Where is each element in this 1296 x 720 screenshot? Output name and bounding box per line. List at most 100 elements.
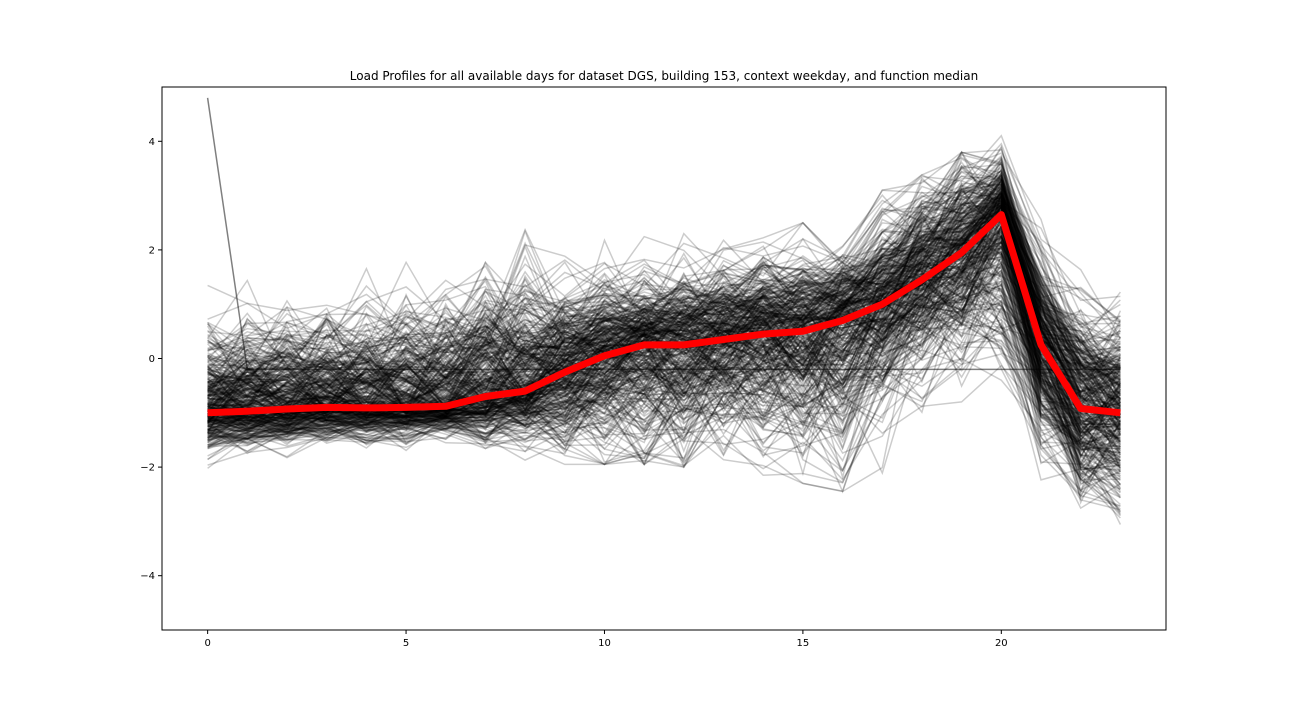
y-axis: −4 −2 0 2 4 <box>140 137 162 582</box>
profile-line <box>207 213 1122 395</box>
profile-line <box>207 198 1121 408</box>
profile-line <box>206 151 1121 411</box>
profile-line <box>207 172 1121 411</box>
profile-line <box>207 275 1122 498</box>
profile-line <box>207 315 1121 510</box>
profile-line <box>207 257 1121 413</box>
profile-line <box>207 212 1121 451</box>
profile-line <box>207 142 1121 368</box>
profile-line <box>207 319 1121 469</box>
profile-line <box>207 184 1121 392</box>
profile-line <box>207 240 1122 477</box>
profile-line <box>207 185 1121 407</box>
profile-line <box>207 273 1121 432</box>
profile-line <box>207 280 1121 462</box>
profile-line <box>207 202 1121 411</box>
profile-line <box>207 195 1121 420</box>
profile-line <box>207 185 1121 406</box>
profile-line <box>207 293 1121 460</box>
profile-line <box>207 234 1121 409</box>
profile-line <box>207 167 1121 402</box>
profile-line <box>207 161 1121 391</box>
profile-line <box>207 186 1121 412</box>
profile-line <box>206 165 1121 398</box>
profile-line <box>206 198 1121 427</box>
profile-line <box>207 202 1121 416</box>
profile-line <box>207 155 1121 383</box>
profile-line <box>207 246 1121 435</box>
profile-line <box>207 321 1121 497</box>
profile-line <box>207 201 1121 482</box>
profile-line <box>206 235 1121 432</box>
profile-line <box>207 146 1121 382</box>
profile-line <box>207 203 1122 496</box>
profile-line <box>207 168 1122 411</box>
y-tick-label: −4 <box>140 571 155 582</box>
profile-line <box>207 178 1121 420</box>
profile-line <box>207 262 1121 433</box>
profile-line <box>207 161 1122 404</box>
profile-line <box>207 201 1121 411</box>
profile-line <box>207 211 1121 413</box>
profile-line <box>207 215 1121 415</box>
profile-line <box>207 193 1121 395</box>
profile-line <box>207 182 1121 423</box>
profile-line <box>207 225 1121 435</box>
profile-line <box>207 170 1121 425</box>
profile-line <box>207 197 1121 410</box>
profile-line <box>207 205 1121 438</box>
profile-line <box>207 181 1121 431</box>
y-tick-label: 0 <box>149 354 155 365</box>
profile-line <box>207 222 1121 424</box>
profile-line <box>207 237 1122 505</box>
profiles-layer <box>206 134 1122 525</box>
profile-line <box>207 207 1121 408</box>
profile-line <box>207 201 1121 419</box>
profile-line <box>207 219 1122 468</box>
profile-line <box>207 190 1121 388</box>
profile-line <box>206 216 1121 415</box>
profile-line <box>207 228 1121 435</box>
y-tick-label: 4 <box>149 137 155 148</box>
profile-line <box>207 169 1121 402</box>
profile-line <box>207 176 1121 385</box>
profile-line <box>207 182 1121 401</box>
profile-line <box>207 241 1121 431</box>
profile-line <box>207 134 1122 352</box>
profile-line <box>207 289 1121 481</box>
profile-line <box>207 178 1121 383</box>
profile-line <box>207 174 1121 400</box>
profile-line <box>207 197 1121 415</box>
profile-line <box>207 174 1121 381</box>
profile-line <box>207 149 1121 379</box>
profile-line <box>207 211 1121 428</box>
profile-line <box>207 263 1121 485</box>
profile-line <box>207 219 1121 416</box>
profile-line <box>207 194 1121 418</box>
x-tick-label: 0 <box>204 638 210 649</box>
profile-line <box>207 175 1121 381</box>
profile-line <box>207 246 1121 452</box>
y-tick-label: −2 <box>140 463 155 474</box>
profile-line <box>207 303 1121 519</box>
profile-line <box>206 287 1121 476</box>
profile-line <box>207 236 1121 458</box>
chart-title: Load Profiles for all available days for… <box>350 69 978 83</box>
profile-line <box>207 173 1121 416</box>
profile-line <box>207 265 1122 480</box>
profile-line <box>207 209 1121 419</box>
profile-line <box>207 193 1121 422</box>
profile-line <box>207 282 1121 442</box>
profile-line <box>207 208 1121 392</box>
profile-line <box>207 280 1121 471</box>
profile-line <box>207 325 1121 467</box>
profile-line <box>207 154 1121 373</box>
profile-line <box>207 178 1121 388</box>
profile-line <box>207 236 1121 459</box>
profile-line <box>207 224 1121 421</box>
profile-line <box>207 301 1121 481</box>
profile-line <box>206 195 1121 399</box>
profile-line <box>207 239 1121 445</box>
profile-line <box>207 255 1121 431</box>
profile-line <box>207 197 1122 411</box>
